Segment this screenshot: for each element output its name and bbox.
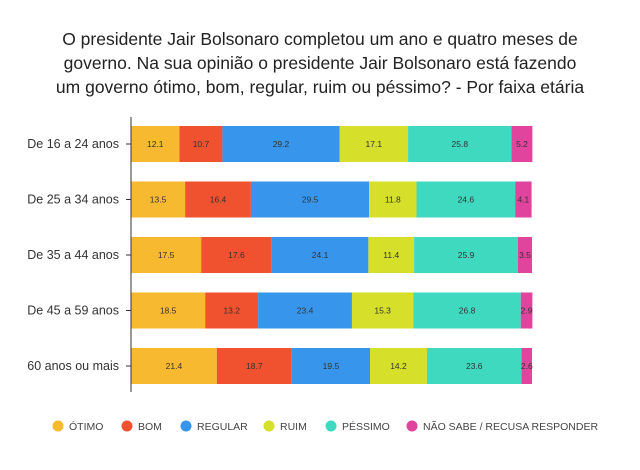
bar-segment [370,348,427,384]
data-label: 26.8 [459,306,476,316]
data-label: 29.5 [302,195,319,205]
bar-segment [131,292,206,329]
data-label: 17.1 [366,139,383,149]
bar-segment [369,181,417,218]
legend-swatch [406,420,418,432]
bar-segment [185,181,251,218]
bar-segment [520,292,533,329]
chart-title-line: governo. Na sua opinião o presidente Jai… [64,53,577,73]
bar-segment [368,237,415,273]
bar-segment [216,348,292,384]
data-label: 23.6 [466,361,483,371]
legend-swatch [325,420,337,432]
data-label: 13.5 [150,195,167,205]
bar-segment [521,348,532,384]
category-label: De 35 a 44 anos [27,248,119,262]
bar-segment [131,181,186,218]
bar-segment [271,237,369,273]
bar-segment [179,126,223,162]
bar-segment [131,126,180,162]
bar-segment [201,237,272,273]
bar-segment [426,348,522,384]
bar-segment [222,126,340,162]
chart-title-line: um governo ótimo, bom, regular, ruim ou … [56,77,584,97]
data-label: 25.9 [458,250,475,260]
legend-label: BOM [138,421,162,433]
data-label: 24.6 [458,195,475,205]
bar-segment [131,237,202,273]
legend-label: PÉSSIMO [342,420,390,433]
bar-segment [416,181,516,218]
data-label: 18.5 [160,306,177,316]
category-label: De 25 a 34 anos [27,193,119,207]
data-label: 4.1 [517,195,529,205]
data-label: 21.4 [166,361,183,371]
data-label: 17.5 [158,250,175,260]
data-label: 11.4 [383,250,399,260]
legend-swatch [121,420,133,432]
data-label: 2.9 [521,306,533,316]
legend-swatch [180,420,192,432]
data-label: 23.4 [297,306,314,316]
legend-label: NÃO SABE / RECUSA RESPONDER [423,420,598,433]
category-label: De 45 a 59 anos [27,304,119,318]
data-label: 19.5 [323,361,340,371]
bar-segment [517,237,532,273]
bar-segment [339,126,409,162]
legend: ÓTIMO BOM REGULAR RUIM PÉSSIMO NÃO SABE / REC… [52,420,598,433]
data-label: 17.6 [228,250,245,260]
bar-segment [511,126,533,162]
chart-title-line: O presidente Jair Bolsonaro completou um… [62,29,578,49]
legend-swatch [263,420,275,432]
category-labels: De 16 a 24 anos De 25 a 34 anos De 35 a 44… [27,137,131,373]
data-label: 11.8 [385,195,401,205]
data-label: 16.4 [210,195,227,205]
legend-label: REGULAR [197,421,248,433]
bars-area: 12.1 10.7 29.2 17.1 25.8 5.2 13.5 16.4 29.5 11.8 2… [131,126,533,384]
bar-segment [258,292,352,329]
data-label: 5.2 [516,139,528,149]
bar-segment [414,237,518,273]
data-label: 25.8 [452,139,469,149]
bar-segment [408,126,512,162]
data-label: 2.6 [521,361,533,371]
data-label: 3.5 [519,250,531,260]
bar-segment [205,292,259,329]
data-label: 15.3 [374,306,391,316]
bar-segment [291,348,370,384]
data-label: 18.7 [246,361,263,371]
data-label: 10.7 [193,139,210,149]
bar-segment [131,348,217,384]
data-label: 13.2 [223,306,240,316]
legend-label: ÓTIMO [69,420,103,433]
bar-segment [413,292,521,329]
data-label: 24.1 [312,250,329,260]
data-label: 14.2 [390,361,407,371]
bar-segment [351,292,414,329]
chart-title: O presidente Jair Bolsonaro completou um… [56,29,584,97]
legend-label: RUIM [280,421,307,433]
data-label: 29.2 [273,139,290,149]
category-label: 60 anos ou mais [27,359,119,373]
bar-segment [250,181,370,218]
legend-swatch [52,420,64,432]
bar-segment [515,181,532,218]
data-label: 12.1 [147,139,164,149]
category-label: De 16 a 24 anos [27,137,119,151]
